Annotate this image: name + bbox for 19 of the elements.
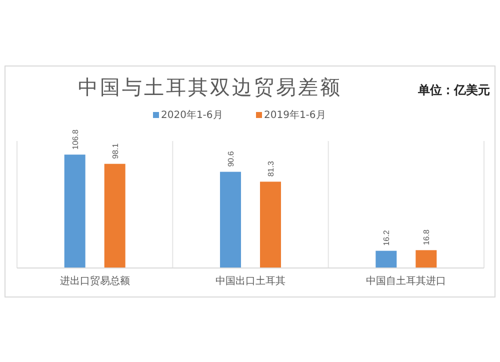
legend-label: 2020年1-6月	[161, 109, 223, 121]
data-label: 98.1	[110, 142, 120, 159]
x-tick-label: 中国出口土耳其	[216, 275, 286, 287]
chart-subtitle: 单位：亿美元	[417, 83, 490, 97]
chart-title: 中国与土耳其双边贸易差额	[78, 77, 342, 99]
bar	[64, 154, 86, 268]
data-label: 81.3	[266, 160, 276, 177]
bar	[260, 182, 281, 268]
bar	[376, 250, 397, 268]
data-label: 106.8	[70, 129, 80, 150]
x-tick-label: 中国自土耳其进口	[366, 275, 446, 287]
bar	[220, 172, 241, 268]
bar	[416, 250, 437, 268]
data-label: 16.2	[382, 230, 392, 246]
data-label: 90.6	[226, 150, 236, 167]
data-label: 16.8	[422, 229, 432, 246]
x-tick-label: 进出口贸易总额	[60, 275, 130, 287]
legend-label: 2019年1-6月	[264, 109, 326, 121]
bar	[104, 164, 126, 268]
